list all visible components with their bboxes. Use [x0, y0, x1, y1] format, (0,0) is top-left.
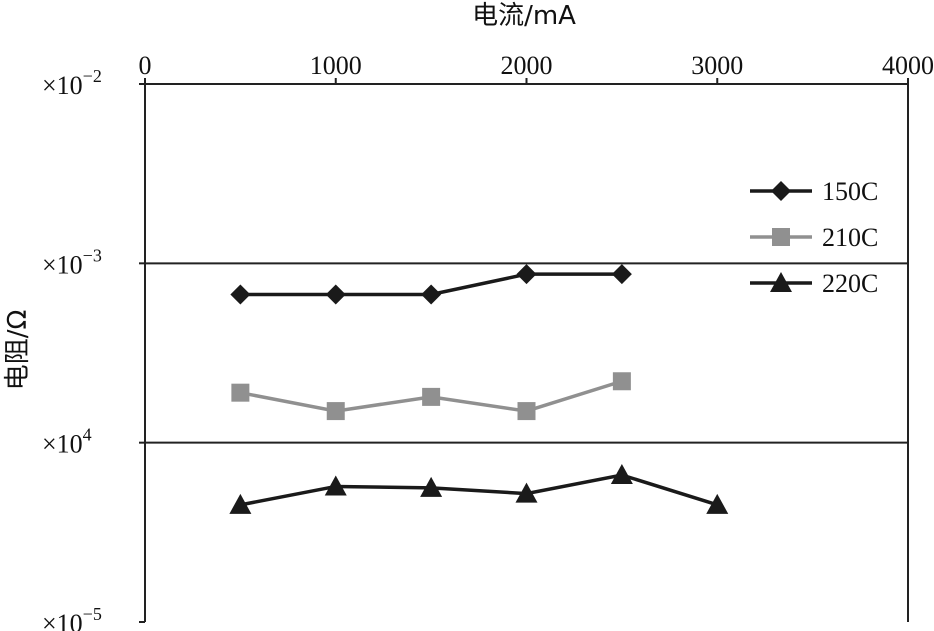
- data-point: [421, 284, 442, 305]
- data-point: [772, 228, 790, 246]
- data-point: [230, 284, 251, 305]
- y-tick-label: ×10−2: [42, 66, 102, 100]
- legend-entry: 220C: [750, 269, 878, 298]
- data-point: [517, 402, 536, 421]
- y-tick-label: ×104: [42, 425, 92, 459]
- data-point: [326, 402, 345, 421]
- legend: 150C 210C 220C: [750, 177, 878, 298]
- data-point: [610, 464, 633, 485]
- data-point: [611, 264, 632, 285]
- y-axis-title: 电阻/Ω: [3, 310, 33, 391]
- x-tick-labels: 0 1000 2000 3000 4000: [139, 51, 934, 84]
- series-210C: [231, 372, 631, 421]
- data-point: [515, 482, 538, 503]
- x-tick-label: 2000: [501, 51, 553, 80]
- data-point: [422, 387, 441, 406]
- data-point: [516, 264, 537, 285]
- y-tick-labels: ×10−2 ×10−3 ×104 ×10−5: [42, 66, 145, 631]
- series-group: [229, 264, 729, 514]
- data-point: [706, 493, 729, 514]
- series-220C: [229, 464, 729, 514]
- x-tick-label: 0: [139, 51, 152, 80]
- legend-label: 220C: [822, 269, 878, 298]
- data-point: [420, 476, 443, 497]
- data-point: [770, 272, 792, 292]
- data-point: [324, 475, 347, 496]
- data-point: [325, 284, 346, 305]
- legend-entry: 210C: [750, 223, 878, 252]
- series-150C: [230, 264, 632, 305]
- legend-label: 210C: [822, 223, 878, 252]
- axes: [144, 83, 909, 622]
- legend-entry: 150C: [750, 177, 878, 206]
- y-tick-label: ×10−3: [42, 245, 102, 279]
- data-point: [231, 383, 250, 402]
- legend-label: 150C: [822, 177, 878, 206]
- x-tick-label: 1000: [310, 51, 362, 80]
- data-point: [771, 181, 791, 201]
- gridlines: [145, 262, 908, 444]
- y-tick-label: ×10−5: [42, 604, 102, 631]
- series-line: [240, 473, 718, 507]
- data-point: [612, 372, 631, 391]
- data-point: [229, 493, 252, 514]
- x-tick-label: 3000: [691, 51, 743, 80]
- x-axis-title: 电流/mA: [472, 1, 576, 31]
- x-tick-label: 4000: [882, 51, 934, 80]
